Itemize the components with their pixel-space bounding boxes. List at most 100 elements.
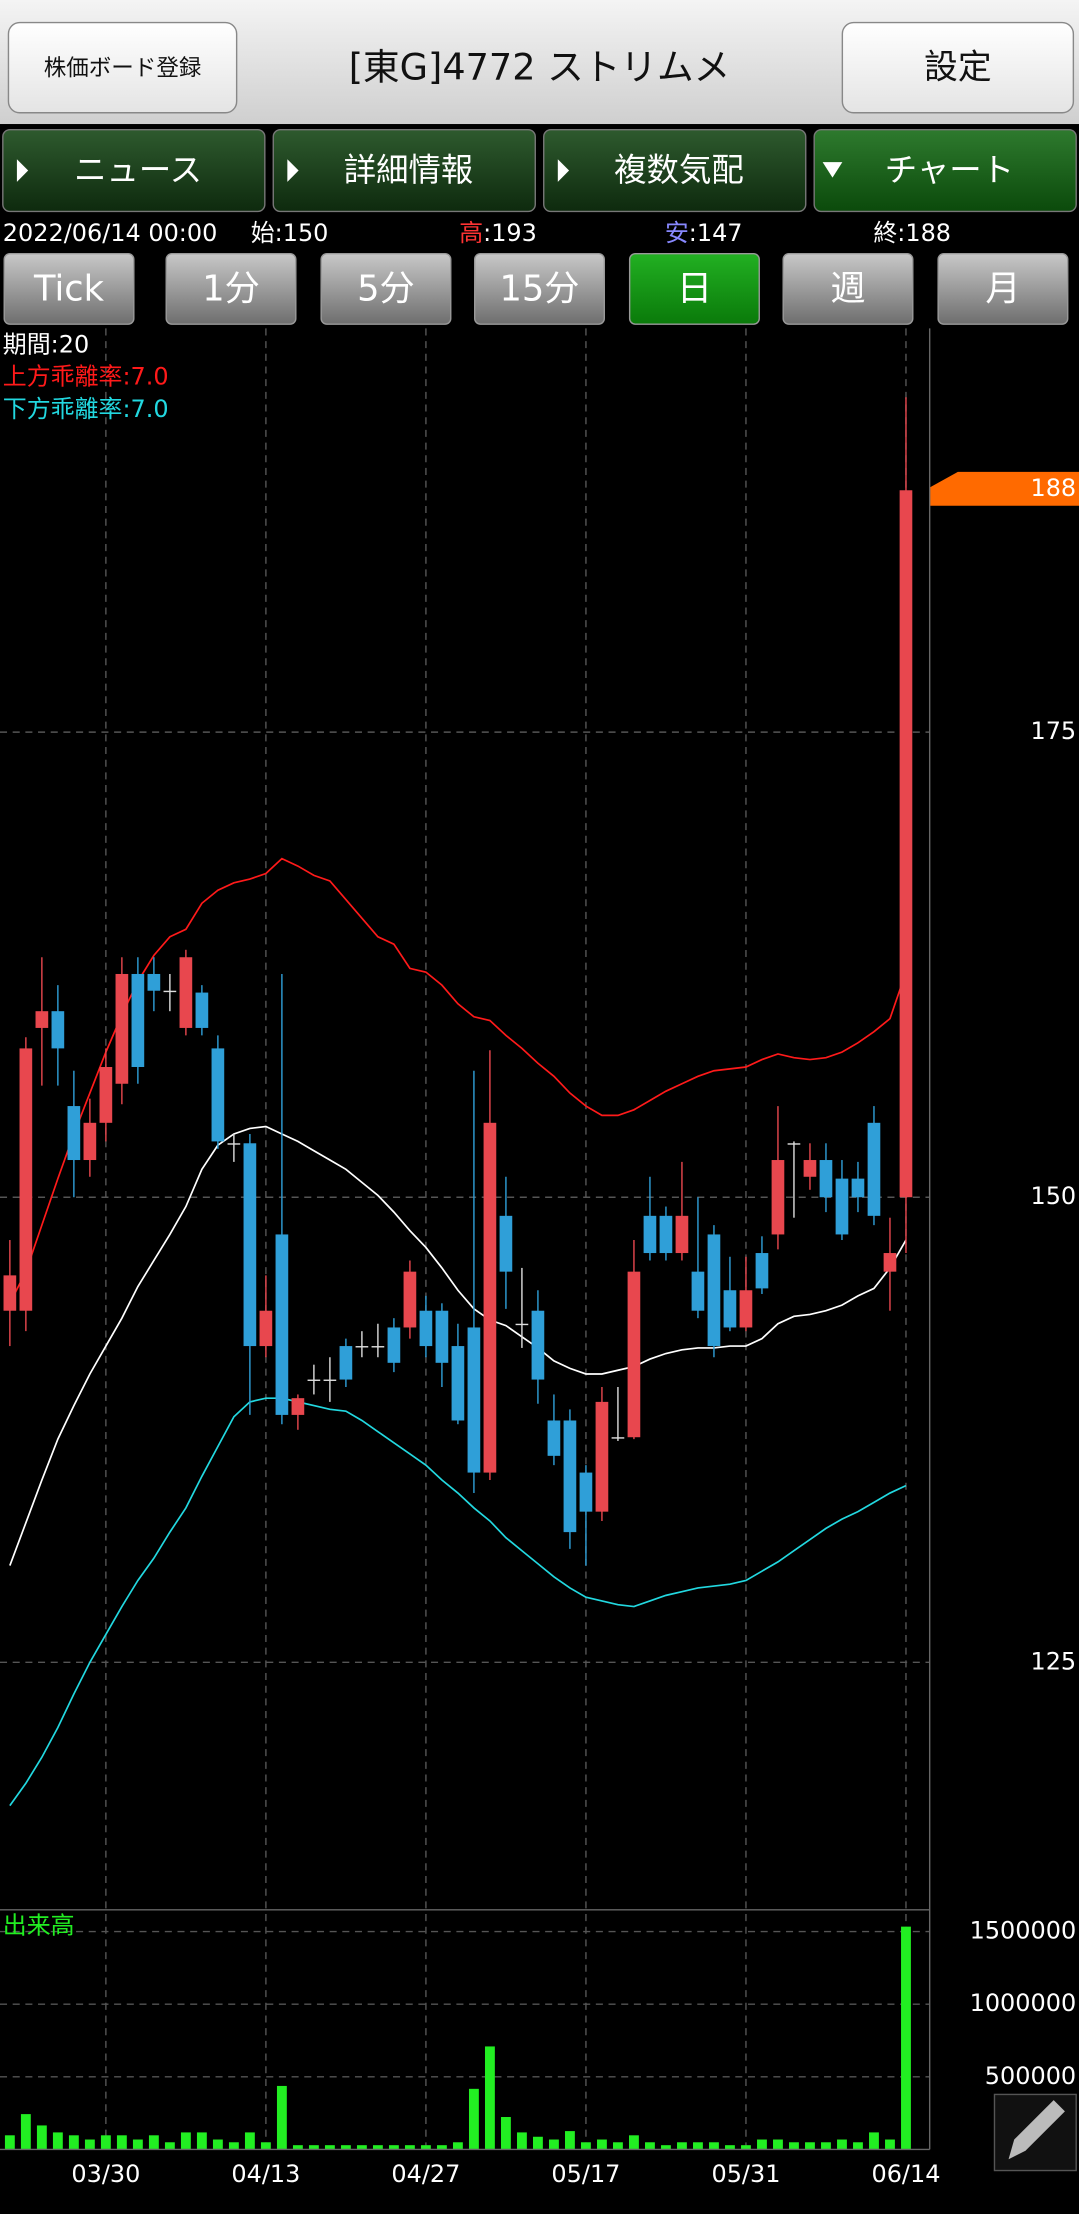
quote-low: 安:147 [665, 219, 743, 247]
candle-body [179, 957, 193, 1028]
volume-bar [596, 2139, 607, 2150]
high-value: 193 [491, 219, 537, 247]
volume-bar [308, 2145, 319, 2150]
volume-bar [116, 2135, 127, 2150]
candle-body [67, 1106, 81, 1161]
volume-bar [837, 2139, 847, 2150]
band-line [9, 1125, 907, 1566]
candle-body [19, 1048, 33, 1311]
volume-bar [20, 2114, 31, 2150]
period-button[interactable] [3, 252, 135, 325]
open-value: 150 [283, 219, 329, 247]
chart-area: 03/30 04/13 04/27 05/17 05/31 06/14 125 150 175 5… [0, 328, 1079, 2188]
candle-body [291, 1398, 305, 1415]
period-button[interactable] [165, 252, 297, 325]
period-button[interactable] [937, 252, 1069, 325]
quote-close: 終:188 [873, 219, 951, 247]
volume-bar [276, 2085, 287, 2150]
candle-body [819, 1160, 833, 1198]
volume-bar [773, 2139, 783, 2150]
candle-body [467, 1327, 481, 1473]
indicator-label: 下方乖離率:7.0 [3, 395, 169, 423]
candle-body [307, 1379, 321, 1381]
last-price-label: 188 [1030, 474, 1076, 502]
volume-bar [324, 2145, 335, 2150]
volume-bar [741, 2145, 751, 2150]
volume-bar [869, 2132, 879, 2150]
volume-bar [901, 1926, 911, 2150]
tab-button[interactable] [2, 128, 266, 213]
period-label: 日 [677, 268, 712, 309]
period-label: 5分 [357, 268, 415, 309]
candle-body [787, 1143, 801, 1145]
candle-body [739, 1290, 753, 1328]
board-button[interactable] [7, 21, 238, 114]
candle-body [755, 1253, 769, 1289]
volume-bar [52, 2132, 63, 2150]
candle-body [163, 990, 177, 993]
volume-bar [853, 2142, 863, 2150]
candle-body [835, 1178, 849, 1235]
open-label: 始: [251, 219, 283, 247]
volume-bar [36, 2125, 47, 2150]
volume-bar [244, 2132, 255, 2150]
tab-button[interactable] [272, 128, 536, 213]
candle-body [611, 1437, 625, 1439]
low-sep: : [689, 219, 697, 247]
volume-bar [613, 2142, 623, 2150]
candle-body [531, 1310, 545, 1380]
candle-body [259, 1310, 273, 1347]
volume-bar [725, 2145, 735, 2150]
y-tick-label: 150 [1030, 1182, 1076, 1210]
candle-body [499, 1215, 513, 1272]
candle-body [35, 1011, 49, 1028]
candle-body [243, 1143, 257, 1347]
volume-bar [629, 2135, 639, 2150]
candle-body [419, 1310, 433, 1347]
edit-icon[interactable] [993, 2093, 1077, 2172]
y-tick-label: 175 [1030, 717, 1076, 745]
volume-bar [4, 2135, 15, 2150]
candle-body [83, 1122, 97, 1161]
period-label: Tick [33, 268, 105, 309]
candle-body [851, 1178, 865, 1198]
volume-bar [68, 2135, 79, 2150]
tab-arrow [557, 159, 570, 182]
period-button[interactable] [473, 252, 606, 325]
indicator-label: 上方乖離率:7.0 [3, 363, 169, 391]
candle-body [435, 1310, 449, 1363]
candle-body [211, 1048, 225, 1142]
candle-body [659, 1215, 673, 1254]
candle-body [451, 1346, 465, 1421]
volume-bar [885, 2139, 895, 2150]
volume-bar [580, 2142, 591, 2150]
last-price-tag [929, 471, 1079, 506]
tab-button[interactable] [543, 128, 807, 213]
period-button[interactable] [782, 252, 914, 325]
period-button[interactable] [628, 252, 760, 325]
candle-body [99, 1067, 113, 1123]
volume-bar [100, 2135, 111, 2150]
volume-bar [548, 2139, 559, 2150]
period-button[interactable] [320, 252, 452, 325]
tab-button[interactable] [813, 128, 1077, 213]
volume-bar [420, 2145, 431, 2150]
candle-body [227, 1143, 241, 1145]
tab-arrow [16, 159, 29, 182]
close-label: 終: [873, 219, 905, 247]
x-tick-label: 03/30 [71, 2160, 140, 2188]
band-line [9, 857, 907, 1304]
indicator-label: 期間:20 [3, 330, 89, 358]
candle-body [579, 1472, 593, 1512]
volume-bar [709, 2142, 719, 2150]
settings-button[interactable] [841, 21, 1075, 114]
candle-body [483, 1122, 497, 1473]
candle-body [803, 1160, 817, 1177]
tab-label: 複数気配 [614, 151, 744, 189]
candle-body [547, 1420, 561, 1456]
volume-bar [693, 2142, 703, 2150]
candle-body [691, 1271, 705, 1311]
volume-bar [484, 2046, 495, 2150]
candle-body [883, 1253, 897, 1272]
